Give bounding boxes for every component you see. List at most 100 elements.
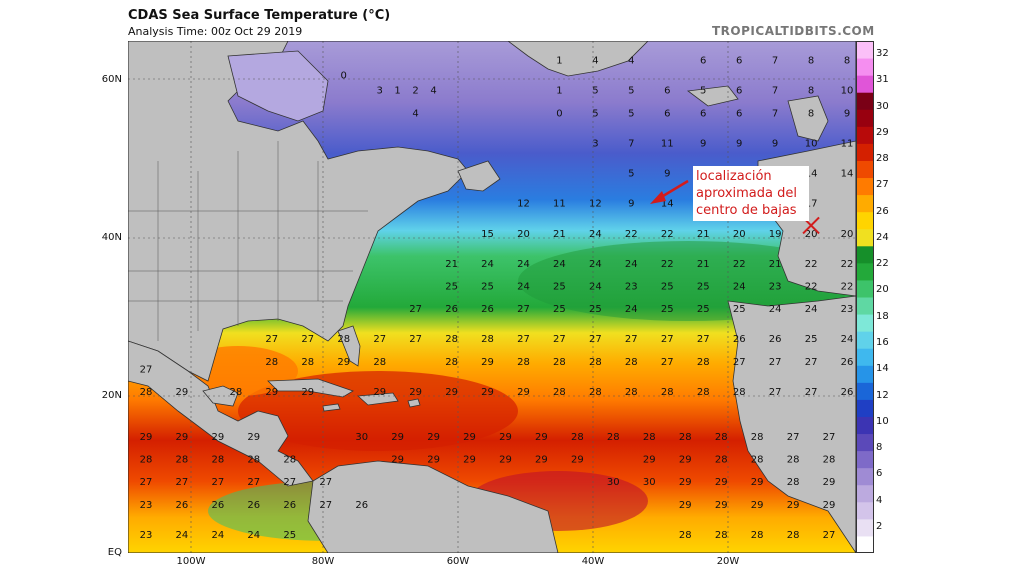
sst-value: 9 [664,169,670,180]
colorbar-swatch [856,228,874,247]
sst-value: 0 [341,71,347,82]
sst-value: 28 [445,334,458,345]
sst-value: 28 [140,455,153,466]
hudson-bay [227,50,329,122]
sst-value: 28 [751,530,764,541]
sst-value: 21 [769,259,782,270]
colorbar-swatch [856,194,874,213]
lon-label-100w: 100W [176,556,206,567]
political-borders [128,141,368,341]
sst-value: 3 [377,86,383,97]
mexico [128,340,314,487]
sst-value: 26 [841,357,854,368]
colorbar-swatch [856,433,874,452]
sst-value: 27 [517,304,530,315]
sst-value: 27 [733,357,746,368]
sst-value: 1 [556,86,562,97]
sst-value: 2 [412,86,418,97]
sst-value: 28 [697,387,710,398]
sst-value: 7 [628,138,634,149]
sst-value: 24 [589,259,602,270]
sst-value: 9 [628,199,634,210]
colorbar-label: 29 [876,126,889,138]
sst-value: 28 [373,357,386,368]
lat-label-60n: 60N [101,74,122,85]
sst-value: 29 [301,387,314,398]
sst-value: 27 [409,304,422,315]
sst-value: 27 [283,477,296,488]
sst-value: 27 [769,357,782,368]
sst-value: 3 [592,138,598,149]
sst-value: 25 [481,282,494,293]
sst-value: 28 [553,357,566,368]
sst-value: 27 [409,334,422,345]
colorbar-label: 26 [876,205,889,217]
british-isles [787,95,829,142]
lon-label-80w: 80W [311,556,335,567]
africa [727,295,856,553]
sst-value: 22 [661,259,674,270]
sst-value: 28 [230,387,243,398]
sst-value: 28 [643,432,656,443]
colorbar-swatch [856,331,874,349]
sst-value: 29 [823,477,836,488]
sst-value: 21 [697,229,710,240]
sst-value: 26 [283,500,296,511]
sst-value: 29 [176,387,189,398]
colorbar-swatch [856,177,874,196]
sst-value: 28 [337,334,350,345]
sst-value: 24 [247,530,260,541]
sst-value: 28 [140,387,153,398]
sst-value: 25 [661,282,674,293]
sst-value: 26 [355,500,368,511]
annotation-arrow [650,179,689,204]
sst-value: 28 [247,455,260,466]
sst-value: 14 [805,169,818,180]
sst-value: 26 [247,500,260,511]
sst-value: 29 [499,432,512,443]
sst-value: 25 [697,282,710,293]
sst-value: 24 [517,282,530,293]
lon-label-40w: 40W [581,556,605,567]
sst-value: 25 [733,304,746,315]
colorbar-label: 2 [876,520,883,532]
low-center-annotation: localización aproximada del centro de ba… [693,166,809,221]
sst-value: 24 [176,530,189,541]
colorbar-swatch [856,75,874,93]
sst-value: 28 [589,357,602,368]
sst-value: 9 [700,138,706,149]
sst-value: 21 [445,259,458,270]
sst-value: 23 [769,282,782,293]
sst-value: 27 [319,500,332,511]
sst-value: 20 [841,229,854,240]
sst-value: 29 [679,500,692,511]
sst-value: 5 [700,86,706,97]
sst-value: 4 [430,86,436,97]
sst-value: 28 [787,477,800,488]
colorbar-swatch [856,399,874,417]
colorbar-swatch [856,535,874,553]
sst-value: 29 [571,455,584,466]
sst-map: 0312414466788999981556567810101011111145… [128,41,856,553]
sst-value: 7 [772,56,778,67]
sst-value: 27 [769,387,782,398]
sst-value: 24 [805,304,818,315]
sst-value: 6 [736,108,742,119]
sst-value: 27 [301,334,314,345]
sst-value: 28 [607,432,620,443]
sst-value: 28 [787,455,800,466]
sst-value: 10 [841,86,854,97]
sst-value: 14 [661,199,674,210]
colorbar-swatch [856,58,874,76]
colorbar-label: 32 [876,48,889,60]
sst-value: 22 [625,229,638,240]
sst-value: 6 [664,86,670,97]
sst-value: 28 [751,432,764,443]
sst-value: 29 [391,455,404,466]
sst-value: 23 [140,530,153,541]
colorbar-swatch [856,450,874,469]
sst-value: 27 [319,477,332,488]
sst-value: 27 [805,357,818,368]
sst-value: 24 [553,259,566,270]
sst-value: 27 [140,477,153,488]
